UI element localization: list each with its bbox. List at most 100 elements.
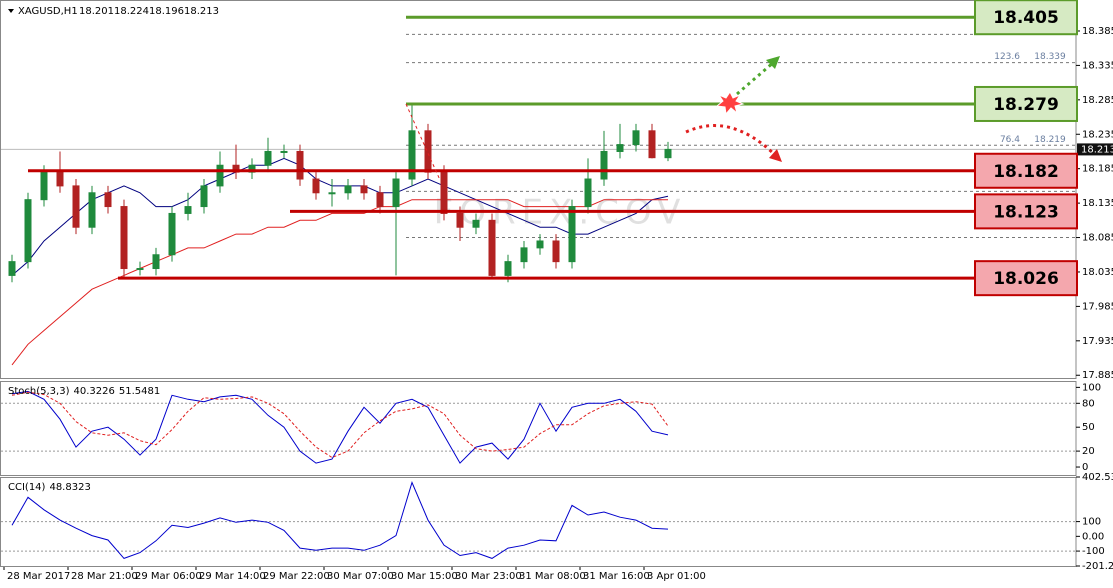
candle-body bbox=[520, 247, 528, 263]
candle-body bbox=[72, 185, 80, 228]
candle-body bbox=[88, 192, 96, 228]
candle-body bbox=[440, 171, 448, 214]
candle-body bbox=[584, 178, 592, 208]
candle-body bbox=[456, 212, 464, 228]
level-box bbox=[974, 193, 1078, 230]
y-tick-label: 18.235 bbox=[1082, 129, 1113, 140]
y-tick-label: 18.385 bbox=[1082, 26, 1113, 37]
candle-body bbox=[376, 192, 384, 208]
moving-average bbox=[11, 199, 668, 366]
y-tick-label: 100 bbox=[1082, 517, 1101, 528]
candle-body bbox=[424, 130, 432, 173]
candle-body bbox=[568, 206, 576, 263]
y-tick-label: 50 bbox=[1082, 422, 1095, 433]
x-tick-label: 28 Mar 2017 bbox=[7, 571, 70, 582]
candle-body bbox=[136, 268, 144, 271]
level-box bbox=[974, 85, 1078, 122]
up-arrow-head bbox=[766, 56, 780, 69]
level-label: 18.182 bbox=[993, 162, 1059, 182]
x-tick-label: 31 Mar 16:00 bbox=[583, 571, 650, 582]
indicator-value: 51.5481 bbox=[119, 386, 160, 397]
last-price-label: 18.213 bbox=[1081, 144, 1113, 155]
candle-body bbox=[536, 240, 544, 249]
candle-body bbox=[616, 144, 624, 152]
fib-label: 76.4 bbox=[1000, 135, 1020, 145]
menu-triangle bbox=[8, 9, 14, 13]
y-tick-label: -100 bbox=[1082, 546, 1105, 557]
candle-body bbox=[472, 219, 480, 228]
symbol: XAGUSD,H1 bbox=[18, 6, 78, 17]
candle-body bbox=[504, 261, 512, 276]
level-box bbox=[974, 0, 1078, 36]
y-tick-label: 18.185 bbox=[1082, 164, 1113, 175]
series-line bbox=[11, 481, 669, 559]
candle-body bbox=[664, 148, 672, 159]
candle-body bbox=[328, 192, 336, 195]
candle-body bbox=[280, 150, 288, 153]
y-tick-label: 17.985 bbox=[1082, 301, 1113, 312]
fib-value: 18.339 bbox=[1034, 52, 1066, 62]
candle-body bbox=[392, 178, 400, 208]
x-tick-label: 29 Mar 14:00 bbox=[199, 571, 266, 582]
indicator-value: 40.3226 bbox=[73, 386, 114, 397]
y-tick-label: 18.035 bbox=[1082, 267, 1113, 278]
level-box bbox=[974, 152, 1078, 189]
y-tick-label: 17.935 bbox=[1082, 336, 1113, 347]
x-tick-label: 30 Mar 15:00 bbox=[391, 571, 458, 582]
ohlc-value: 18.196 bbox=[149, 6, 184, 17]
candle-body bbox=[344, 185, 352, 194]
candle-body bbox=[184, 206, 192, 214]
candle-body bbox=[408, 130, 416, 180]
y-tick-label: 0.00 bbox=[1082, 531, 1104, 542]
indicator-value: 48.8323 bbox=[49, 482, 90, 493]
level-label: 18.123 bbox=[993, 202, 1059, 222]
candle-body bbox=[8, 261, 16, 276]
candle-body bbox=[296, 150, 304, 180]
fib-trendline bbox=[405, 103, 441, 181]
candle-body bbox=[360, 185, 368, 194]
y-tick-label: 100 bbox=[1082, 382, 1101, 393]
y-tick-label: 20 bbox=[1082, 446, 1095, 457]
y-tick-label: 18.135 bbox=[1082, 198, 1113, 209]
fib-label: 123.6 bbox=[994, 52, 1020, 62]
x-tick-label: 30 Mar 07:00 bbox=[327, 571, 394, 582]
candle-body bbox=[552, 240, 560, 263]
indicator-title: Stoch(5,3,3) bbox=[8, 386, 70, 397]
x-tick-label: 30 Mar 23:00 bbox=[455, 571, 522, 582]
candle-body bbox=[600, 150, 608, 180]
level-label: 18.026 bbox=[993, 269, 1059, 289]
candle-body bbox=[648, 130, 656, 159]
candle-body bbox=[152, 254, 160, 270]
y-tick-label: 18.335 bbox=[1082, 60, 1113, 71]
level-label: 18.405 bbox=[993, 8, 1059, 28]
candle-body bbox=[488, 219, 496, 276]
y-tick-label: 0 bbox=[1082, 462, 1088, 473]
panel-frame bbox=[0, 381, 1077, 476]
y-tick-label: -201.24 bbox=[1082, 561, 1113, 572]
candle-body bbox=[264, 150, 272, 166]
candle-body bbox=[312, 178, 320, 194]
level-label: 18.279 bbox=[993, 95, 1059, 115]
y-tick-label: 17.885 bbox=[1082, 370, 1113, 381]
candle-body bbox=[216, 164, 224, 187]
candle-body bbox=[200, 185, 208, 208]
x-tick-label: 3 Apr 01:00 bbox=[647, 571, 706, 582]
down-arrow-head bbox=[769, 149, 782, 162]
last-price-tag bbox=[1077, 143, 1113, 156]
series-line bbox=[11, 390, 669, 464]
up-arrow bbox=[736, 60, 775, 96]
candle-body bbox=[40, 171, 48, 201]
y-tick-label: 402.5398 bbox=[1082, 472, 1113, 483]
x-tick-label: 29 Mar 22:00 bbox=[263, 571, 330, 582]
x-tick-label: 29 Mar 06:00 bbox=[135, 571, 202, 582]
candle-body bbox=[632, 130, 640, 146]
moving-average bbox=[11, 157, 669, 276]
fib-value: 18.219 bbox=[1034, 135, 1066, 145]
breakout-burst bbox=[715, 91, 745, 116]
ohlc-value: 18.224 bbox=[114, 6, 149, 17]
y-tick-label: 18.285 bbox=[1082, 95, 1113, 106]
candle-body bbox=[56, 171, 64, 187]
